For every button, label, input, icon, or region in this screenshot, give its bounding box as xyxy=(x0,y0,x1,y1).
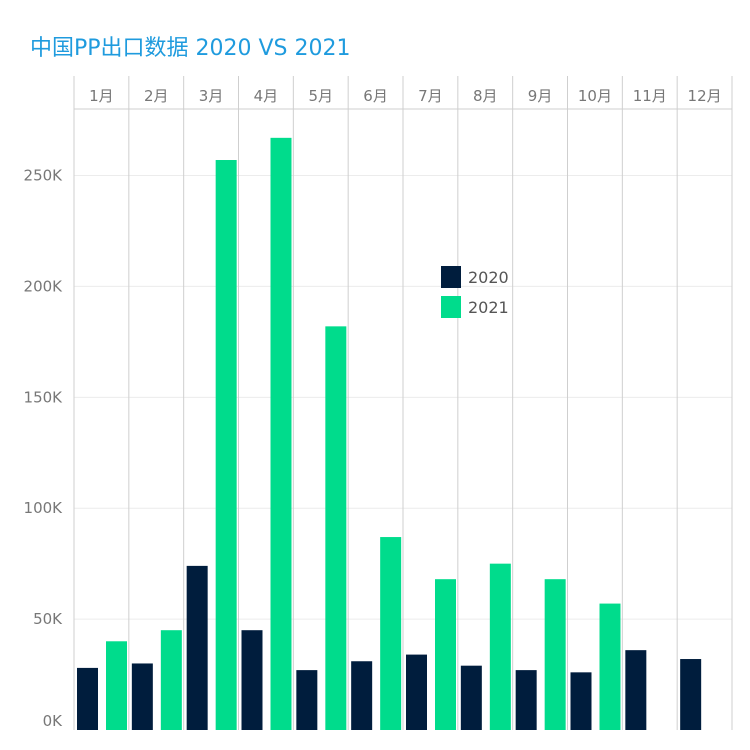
bar-2020-9 xyxy=(515,670,537,730)
month-label: 10月 xyxy=(578,87,612,105)
month-label: 4月 xyxy=(254,87,279,105)
y-tick-label: 50K xyxy=(33,610,63,628)
bar-2020-2 xyxy=(131,663,153,730)
chart-title: 中国PP出口数据 2020 VS 2021 xyxy=(30,36,351,61)
bar-2020-10 xyxy=(570,672,592,730)
bar-2021-1 xyxy=(106,641,127,730)
legend-label: 2021 xyxy=(468,298,509,317)
y-tick-label: 250K xyxy=(24,167,64,185)
month-label: 9月 xyxy=(528,87,553,105)
y-tick-label: 200K xyxy=(24,277,64,295)
month-label: 12月 xyxy=(688,87,722,105)
month-label: 2月 xyxy=(144,87,169,105)
month-label: 3月 xyxy=(199,87,224,105)
month-header: 1月 2月 3月 4月 5月 6月 7月 8月 9月 10月 11月 12月 xyxy=(89,87,721,105)
bars xyxy=(77,137,702,730)
y-tick-label: 150K xyxy=(24,388,64,406)
bar-2020-7 xyxy=(406,654,427,730)
month-label: 7月 xyxy=(418,87,443,105)
month-label: 11月 xyxy=(633,87,667,105)
bar-2020-3 xyxy=(186,565,208,730)
bar-2021-6 xyxy=(380,537,402,730)
bar-2021-2 xyxy=(160,630,182,730)
month-label: 1月 xyxy=(89,87,114,105)
bar-2020-11 xyxy=(625,650,647,730)
bar-2020-12 xyxy=(680,659,702,730)
bar-2021-5 xyxy=(325,326,347,730)
legend-swatch xyxy=(441,296,461,318)
month-label: 8月 xyxy=(473,87,498,105)
bar-2021-10 xyxy=(599,603,621,730)
legend-swatch xyxy=(441,266,461,288)
bar-2021-8 xyxy=(489,563,511,730)
bar-2020-8 xyxy=(460,665,482,730)
bar-2020-6 xyxy=(351,661,373,730)
y-tick-label: 0K xyxy=(43,712,64,730)
legend: 2020 2021 xyxy=(441,266,509,318)
month-panels xyxy=(73,76,733,730)
bar-2020-1 xyxy=(77,667,98,730)
month-label: 5月 xyxy=(308,87,333,105)
bar-2020-4 xyxy=(241,630,263,730)
bar-2020-5 xyxy=(296,670,318,730)
legend-label: 2020 xyxy=(468,268,509,287)
bar-2021-4 xyxy=(270,137,292,730)
bar-2021-3 xyxy=(215,160,237,730)
y-tick-label: 100K xyxy=(24,499,64,517)
bar-2021-7 xyxy=(435,579,456,730)
month-label: 6月 xyxy=(363,87,388,105)
bar-2021-9 xyxy=(544,579,566,730)
y-axis: 0K 50K 100K 150K 200K 250K xyxy=(24,167,64,730)
